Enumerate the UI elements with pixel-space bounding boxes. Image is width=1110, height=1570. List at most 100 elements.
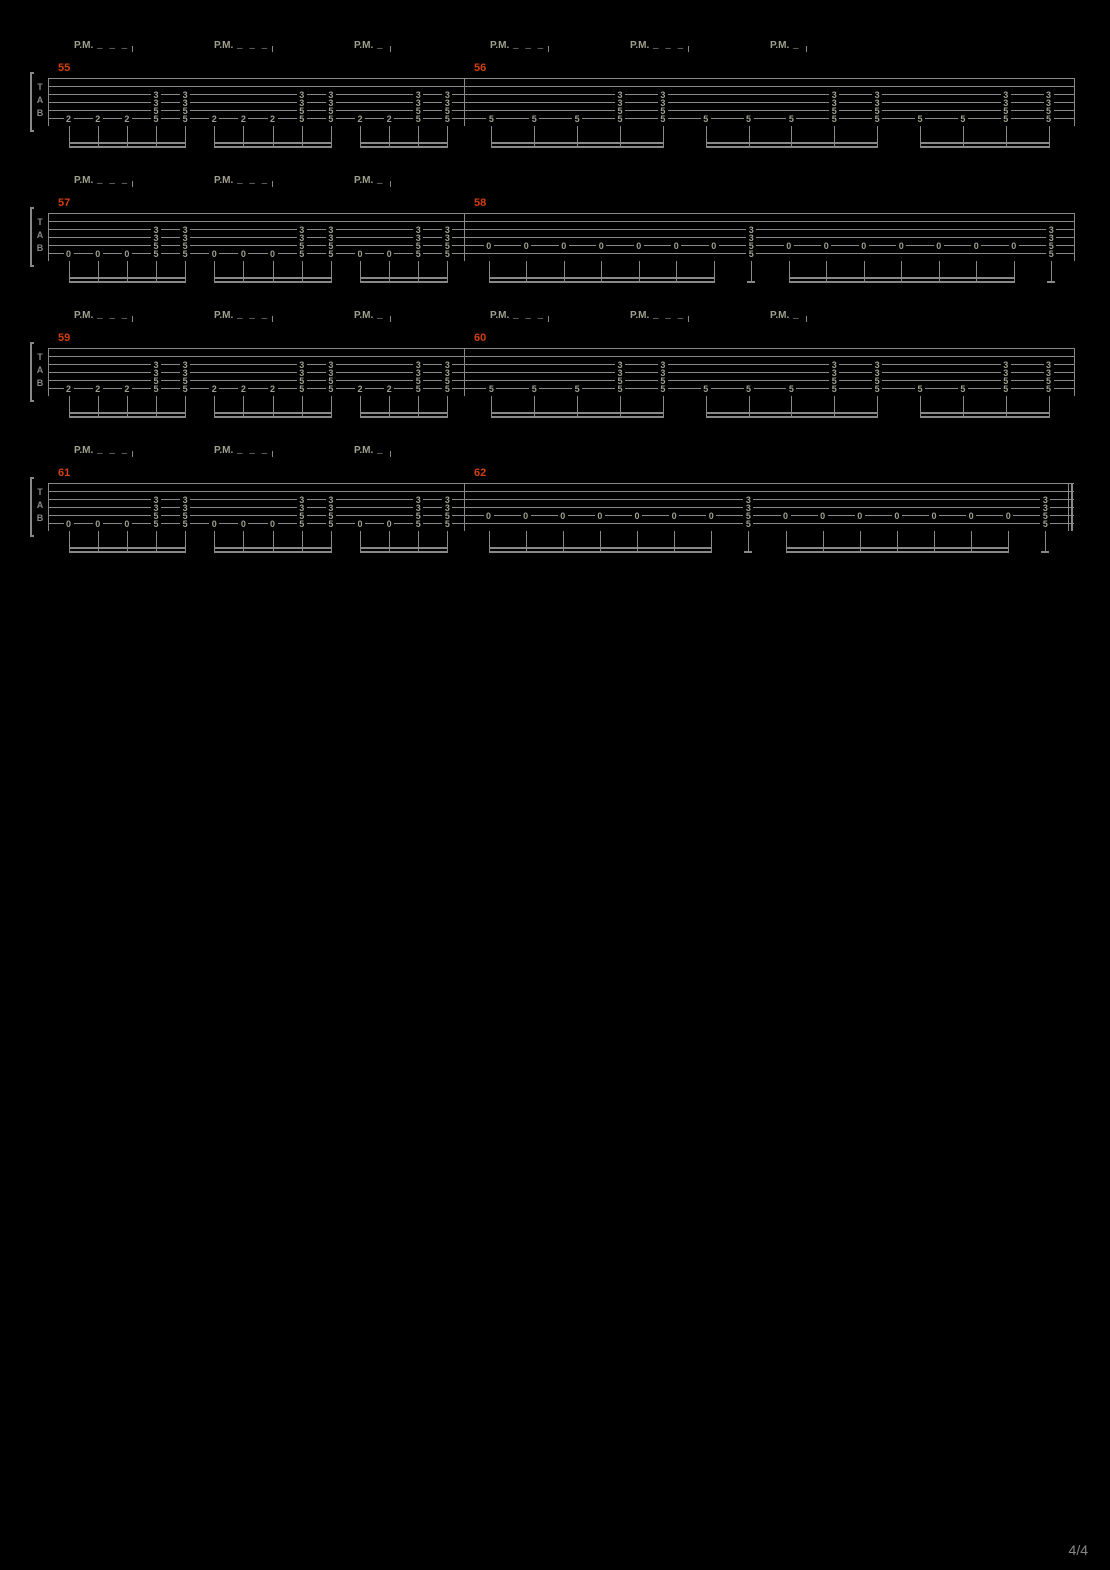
pm-dashes: – – – <box>97 313 129 324</box>
staff-line <box>48 356 1074 357</box>
pm-end-mark <box>688 46 689 52</box>
pm-dashes: – – – <box>97 43 129 54</box>
beam <box>789 277 1014 279</box>
fret-number: 2 <box>268 114 278 124</box>
beam <box>706 412 877 414</box>
barline <box>1074 213 1075 261</box>
beam <box>69 142 186 144</box>
beam <box>789 281 1014 283</box>
stem-layer <box>34 531 1074 565</box>
note-stem <box>302 396 303 418</box>
beam <box>69 416 186 418</box>
beam <box>360 142 447 144</box>
staff-line <box>48 229 1074 230</box>
fret-number: 0 <box>1003 511 1013 521</box>
note-stem <box>834 396 835 418</box>
pm-end-mark <box>390 181 391 187</box>
fret-number: 0 <box>859 241 869 251</box>
measure-number: 59 <box>58 332 70 344</box>
beam <box>1041 551 1049 553</box>
fret-number: 5 <box>442 384 452 394</box>
barline <box>1074 348 1075 396</box>
fret-number: 5 <box>326 384 336 394</box>
barline <box>464 78 465 126</box>
note-stem <box>98 396 99 418</box>
beam <box>920 146 1049 148</box>
beam <box>489 277 714 279</box>
beam <box>214 281 331 283</box>
pm-end-mark <box>806 316 807 322</box>
pm-label: P.M. <box>354 445 373 456</box>
note-stem <box>243 396 244 418</box>
note-stem <box>185 126 186 148</box>
fret-number: 0 <box>671 241 681 251</box>
note-stem <box>963 126 964 148</box>
pm-dashes: – <box>377 43 385 54</box>
beam <box>491 146 662 148</box>
fret-number: 5 <box>486 114 496 124</box>
staff-line <box>48 507 1074 508</box>
fret-number: 0 <box>595 511 605 521</box>
fret-number: 0 <box>971 241 981 251</box>
pm-dashes: – – – <box>97 178 129 189</box>
note-stem <box>489 261 490 283</box>
pm-end-mark <box>132 181 133 187</box>
fret-number: 0 <box>709 241 719 251</box>
pm-dashes: – – – <box>653 43 685 54</box>
fret-number: 5 <box>744 114 754 124</box>
beam <box>489 547 712 549</box>
pm-row: P.M.– – – P.M.– – – P.M.– P.M.– – – P.M.… <box>34 310 1074 328</box>
note-stem <box>1049 396 1050 418</box>
fret-number: 0 <box>521 511 531 521</box>
beam <box>360 547 447 549</box>
fret-number: 2 <box>209 384 219 394</box>
fret-number: 5 <box>1001 384 1011 394</box>
fret-number: 5 <box>701 384 711 394</box>
note-stem <box>749 126 750 148</box>
beam <box>69 412 186 414</box>
fret-number: 2 <box>355 114 365 124</box>
tab-system: P.M.– – – P.M.– – – P.M.– 6162TAB0003355… <box>34 445 1074 585</box>
pm-row: P.M.– – – P.M.– – – P.M.– <box>34 445 1074 463</box>
fret-number: 2 <box>122 114 132 124</box>
note-stem <box>963 396 964 418</box>
beam <box>69 547 186 549</box>
fret-number: 0 <box>484 241 494 251</box>
note-stem <box>491 126 492 148</box>
note-stem <box>185 396 186 418</box>
staff-line <box>48 78 1074 79</box>
note-stem <box>663 126 664 148</box>
note-stem <box>601 261 602 283</box>
fret-number: 0 <box>93 249 103 259</box>
fret-number: 2 <box>268 384 278 394</box>
note-stem <box>600 531 601 553</box>
measure-number: 58 <box>474 197 486 209</box>
measure-number: 62 <box>474 467 486 479</box>
fret-number: 5 <box>413 114 423 124</box>
beam <box>214 416 331 418</box>
fret-number: 5 <box>958 384 968 394</box>
note-stem <box>789 261 790 283</box>
fret-number: 5 <box>151 519 161 529</box>
pm-end-mark <box>390 451 391 457</box>
note-stem <box>331 531 332 553</box>
fret-number: 0 <box>238 249 248 259</box>
fret-number: 0 <box>559 241 569 251</box>
pm-dashes: – <box>793 43 801 54</box>
note-stem <box>711 531 712 553</box>
pm-end-mark <box>390 316 391 322</box>
fret-number: 0 <box>821 241 831 251</box>
note-stem <box>214 126 215 148</box>
note-stem <box>69 531 70 553</box>
note-stem <box>1006 126 1007 148</box>
beam <box>360 277 447 279</box>
barline <box>464 483 465 531</box>
fret-number: 5 <box>829 114 839 124</box>
fret-number: 0 <box>855 511 865 521</box>
note-stem <box>620 126 621 148</box>
note-stem <box>563 531 564 553</box>
fret-number: 2 <box>384 114 394 124</box>
note-stem <box>534 396 535 418</box>
fret-number: 5 <box>658 384 668 394</box>
note-stem <box>69 126 70 148</box>
